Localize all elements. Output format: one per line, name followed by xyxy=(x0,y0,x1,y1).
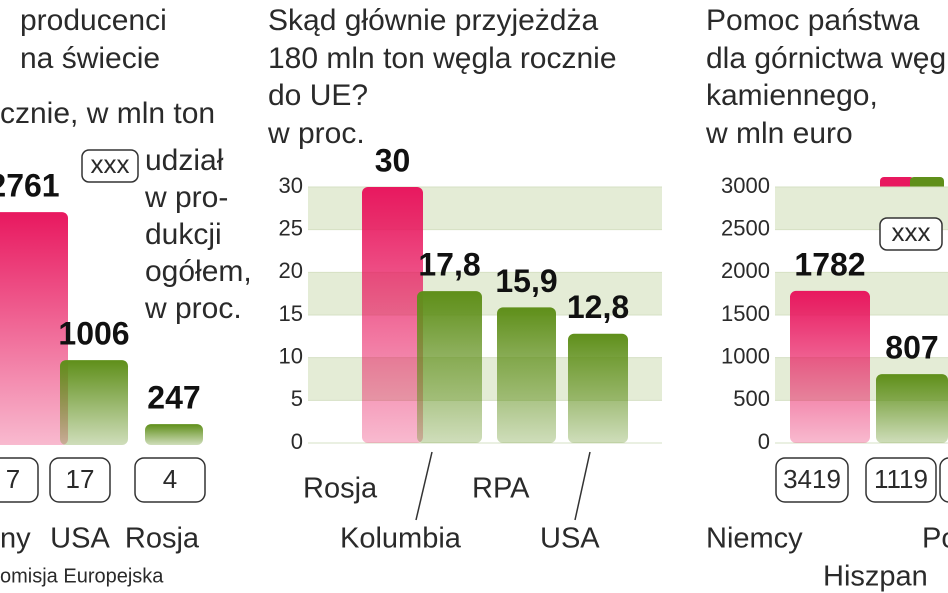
leader-line xyxy=(574,451,591,521)
title-line: w proc. xyxy=(267,117,365,150)
category-label: Kolumbia xyxy=(340,523,462,555)
title-line: na świecie xyxy=(20,42,160,75)
y-tick-label: 0 xyxy=(291,429,303,454)
bar xyxy=(60,360,128,445)
value-label: 1006 xyxy=(58,316,129,352)
leader-line xyxy=(415,451,433,521)
legend-note: ogółem, xyxy=(145,255,252,288)
title-line: 180 mln ton węgla rocznie xyxy=(268,42,617,75)
legend-note: w pro- xyxy=(144,181,228,214)
title-line: do UE? xyxy=(268,79,368,112)
y-tick-label: 0 xyxy=(758,429,770,454)
title-line: w mln euro xyxy=(705,117,853,150)
legend-note: dukcji xyxy=(145,218,222,251)
legend-label: xxx xyxy=(892,217,931,247)
y-tick-label: 20 xyxy=(279,258,303,283)
legend-note: udział xyxy=(145,144,224,177)
value-label: 247 xyxy=(147,380,200,416)
value-label: 17,8 xyxy=(418,247,480,283)
title-line: producenci xyxy=(20,4,167,37)
category-label: ny xyxy=(0,523,31,555)
y-tick-label: 1000 xyxy=(721,343,770,368)
share-box xyxy=(0,457,39,503)
y-tick-label: 500 xyxy=(733,386,770,411)
title-line: cznie, w mln ton xyxy=(0,97,215,130)
value-label: 15,9 xyxy=(495,263,557,299)
category-label: Rosja xyxy=(125,523,200,555)
bar xyxy=(145,424,203,445)
title-line: kamiennego, xyxy=(706,79,878,112)
y-tick-label: 15 xyxy=(279,301,303,326)
category-label: USA xyxy=(540,523,600,555)
y-tick-label: 2000 xyxy=(721,258,770,283)
grid-band xyxy=(308,187,662,230)
share-value: 17 xyxy=(66,464,95,494)
share-value: 4 xyxy=(163,464,177,494)
y-tick-label: 5 xyxy=(291,386,303,411)
bar xyxy=(790,290,870,443)
share-box xyxy=(939,457,948,503)
y-tick-label: 30 xyxy=(279,173,303,198)
source: omisja Europejska xyxy=(0,565,164,587)
legend-box xyxy=(81,149,139,183)
category-label: USA xyxy=(50,523,110,555)
share-box xyxy=(134,457,206,503)
title-line: dla górnictwa węg xyxy=(706,42,946,75)
title-line: Pomoc państwa xyxy=(706,4,920,37)
bar xyxy=(497,307,556,443)
y-tick-label: 2500 xyxy=(721,215,770,240)
value-label: 30 xyxy=(375,142,411,178)
share-value: 3419 xyxy=(783,464,841,494)
y-tick-label: 1500 xyxy=(721,301,770,326)
category-label: Niemcy xyxy=(706,523,803,555)
share-box xyxy=(775,457,849,503)
category-label: Rosja xyxy=(303,473,378,505)
share-box xyxy=(49,457,111,503)
y-tick-label: 10 xyxy=(279,343,303,368)
value-label: 1782 xyxy=(794,246,865,282)
bar xyxy=(0,212,68,445)
bar xyxy=(568,333,628,443)
share-value: 7 xyxy=(6,464,20,494)
category-label: Po xyxy=(922,523,948,555)
y-tick-label: 3000 xyxy=(721,173,770,198)
value-label: 807 xyxy=(885,330,938,366)
title-line: Skąd głównie przyjeżdża xyxy=(268,4,598,37)
legend-label: xxx xyxy=(91,149,130,179)
category-label: RPA xyxy=(472,473,530,505)
legend-note: w proc. xyxy=(144,292,242,325)
legend-box xyxy=(879,217,943,251)
share-box xyxy=(865,457,937,503)
category-label: Hiszpan xyxy=(823,561,928,593)
y-tick-label: 25 xyxy=(279,215,303,240)
share-value: 1119 xyxy=(874,464,928,494)
bar xyxy=(417,291,482,443)
value-label: 2761 xyxy=(0,168,60,204)
bar xyxy=(876,374,948,443)
bar xyxy=(362,187,423,443)
value-label: 12,8 xyxy=(567,289,629,325)
